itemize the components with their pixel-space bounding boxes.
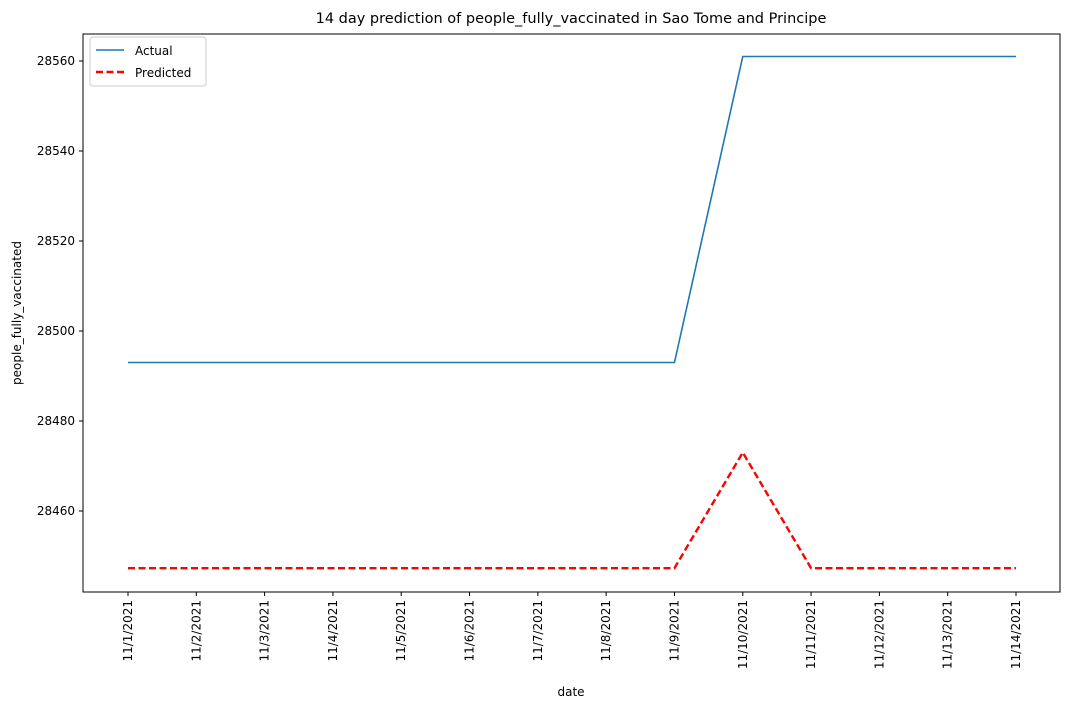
x-tick-label: 11/10/2021 (736, 600, 750, 669)
y-axis: 28460 28480 28500 28520 28540 28560 (37, 54, 83, 518)
x-axis-title: date (557, 685, 584, 699)
x-tick-label: 11/3/2021 (258, 600, 272, 662)
series-line-actual (128, 55, 1016, 364)
x-tick-label: 11/5/2021 (394, 600, 408, 662)
x-tick-label: 11/12/2021 (872, 600, 886, 669)
y-tick-label: 28460 (37, 504, 75, 518)
plot-area (82, 33, 1061, 593)
x-tick-label: 11/13/2021 (941, 600, 955, 669)
y-tick-label: 28480 (37, 414, 75, 428)
x-tick-label: 11/4/2021 (326, 600, 340, 662)
legend-label-actual: Actual (135, 44, 173, 58)
x-tick-label: 11/8/2021 (599, 600, 613, 662)
y-tick-label: 28500 (37, 324, 75, 338)
x-tick-label: 11/1/2021 (121, 600, 135, 662)
x-tick-label: 11/14/2021 (1009, 600, 1023, 669)
x-axis: 11/1/2021 11/2/2021 11/3/2021 11/4/2021 11/5… (121, 592, 1023, 669)
y-tick-label: 28520 (37, 234, 75, 248)
legend-label-predicted: Predicted (135, 66, 191, 80)
legend: Actual Predicted (89, 36, 207, 87)
plot-frame (82, 33, 1061, 593)
x-tick-label: 11/11/2021 (804, 600, 818, 669)
x-tick-label: 11/9/2021 (667, 600, 681, 662)
y-axis-title: people_fully_vaccinated (10, 241, 24, 385)
series-line-predicted (128, 450, 1016, 570)
x-tick-label: 11/6/2021 (463, 600, 477, 662)
x-tick-label: 11/2/2021 (189, 600, 203, 662)
y-tick-label: 28540 (37, 144, 75, 158)
chart-title: 14 day prediction of people_fully_vaccin… (316, 11, 827, 27)
x-tick-label: 11/7/2021 (531, 600, 545, 662)
series-layer (128, 55, 1016, 570)
y-tick-label: 28560 (37, 54, 75, 68)
